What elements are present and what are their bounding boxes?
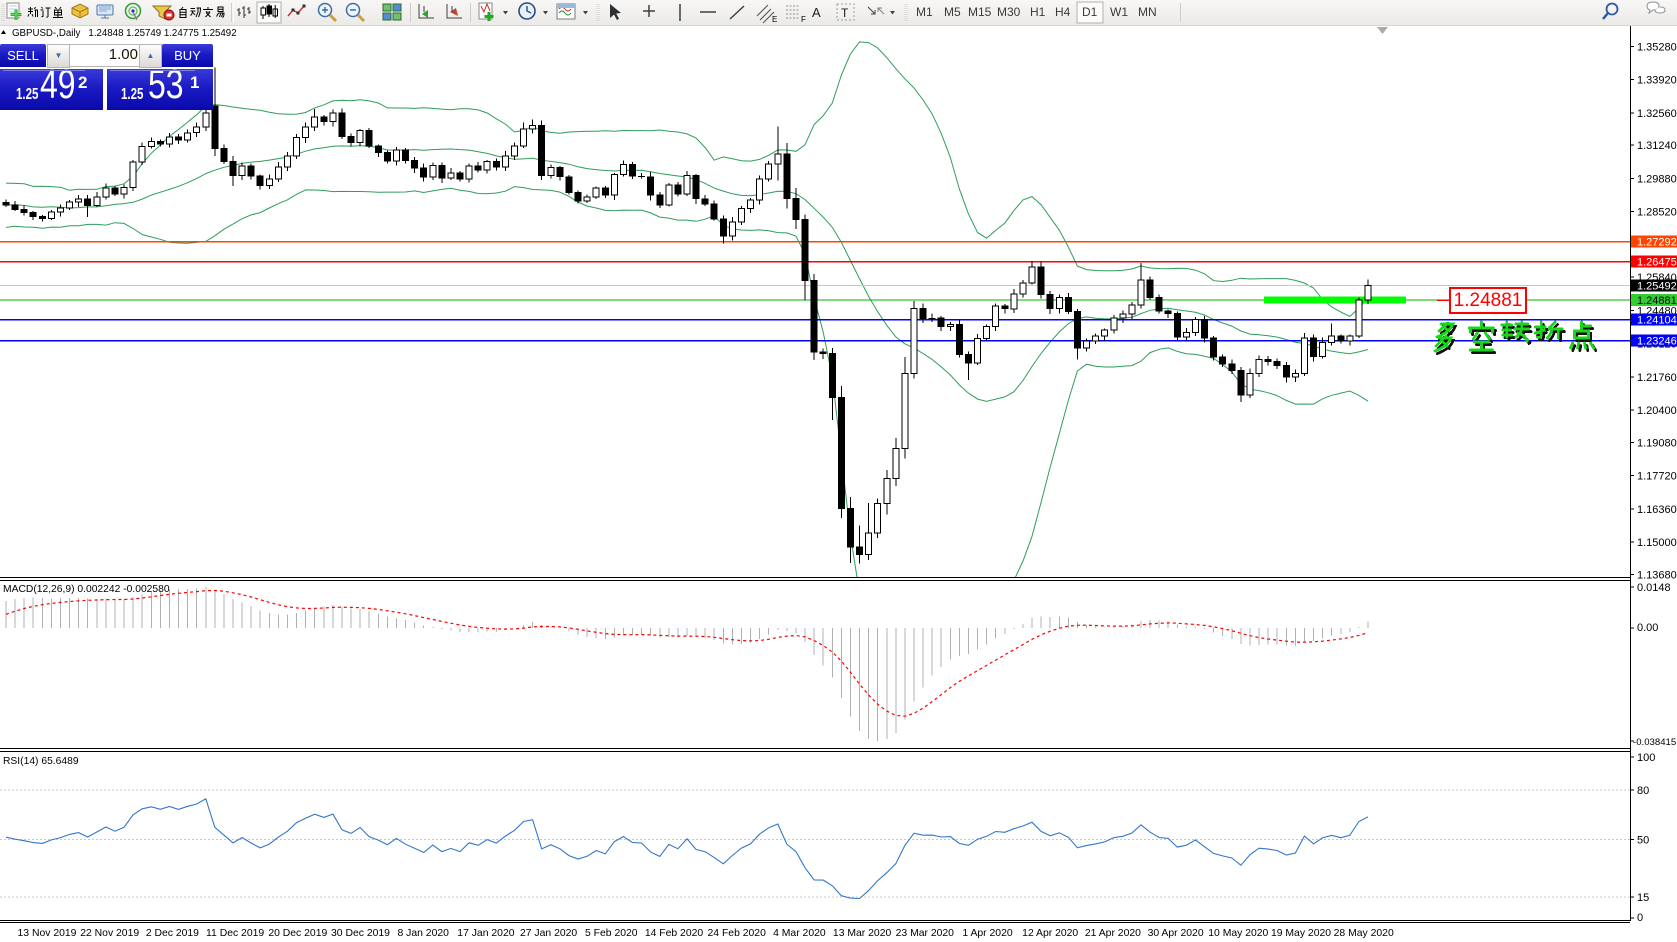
- svg-text:0.00: 0.00: [1637, 622, 1658, 634]
- svg-text:-0.038415: -0.038415: [1633, 737, 1676, 748]
- svg-text:10 May 2020: 10 May 2020: [1208, 928, 1268, 939]
- svg-text:12 Apr 2020: 12 Apr 2020: [1022, 928, 1078, 939]
- svg-text:M30: M30: [997, 5, 1021, 19]
- svg-text:100: 100: [1637, 752, 1655, 764]
- svg-text:1.27292: 1.27292: [1637, 237, 1677, 249]
- svg-text:T: T: [841, 6, 849, 20]
- svg-text:E: E: [772, 15, 777, 24]
- svg-text:1.13680: 1.13680: [1637, 569, 1677, 581]
- svg-text:1.31240: 1.31240: [1637, 140, 1677, 152]
- svg-text:1.24881: 1.24881: [1637, 295, 1677, 307]
- svg-text:M5: M5: [944, 5, 961, 19]
- svg-text:0: 0: [1637, 912, 1643, 924]
- svg-text:M1: M1: [916, 5, 933, 19]
- svg-text:1.26475: 1.26475: [1637, 257, 1677, 269]
- svg-text:1.28520: 1.28520: [1637, 207, 1677, 219]
- svg-text:1.33920: 1.33920: [1637, 75, 1677, 87]
- svg-text:F: F: [801, 15, 806, 24]
- svg-text:1.32560: 1.32560: [1637, 108, 1677, 120]
- svg-text:24 Feb 2020: 24 Feb 2020: [708, 928, 767, 939]
- svg-text:MACD(12,26,9) 0.002242 -0.0025: MACD(12,26,9) 0.002242 -0.002580: [3, 584, 170, 595]
- svg-text:RSI(14) 65.6489: RSI(14) 65.6489: [3, 756, 79, 767]
- svg-text:1.17720: 1.17720: [1637, 471, 1677, 483]
- svg-text:21 Apr 2020: 21 Apr 2020: [1085, 928, 1141, 939]
- svg-text:MN: MN: [1138, 5, 1157, 19]
- svg-text:1.35280: 1.35280: [1637, 42, 1677, 54]
- svg-text:1.24104: 1.24104: [1637, 315, 1677, 327]
- svg-text:30 Dec 2019: 30 Dec 2019: [331, 928, 390, 939]
- svg-text:1.20400: 1.20400: [1637, 405, 1677, 417]
- svg-text:1.29880: 1.29880: [1637, 174, 1677, 186]
- svg-text:17 Jan 2020: 17 Jan 2020: [457, 928, 514, 939]
- svg-text:1.21760: 1.21760: [1637, 372, 1677, 384]
- svg-text:M15: M15: [968, 5, 992, 19]
- svg-text:A: A: [812, 5, 821, 20]
- svg-text:19 May 2020: 19 May 2020: [1271, 928, 1331, 939]
- svg-text:H1: H1: [1030, 5, 1046, 19]
- svg-text:23 Mar 2020: 23 Mar 2020: [896, 928, 955, 939]
- svg-text:1.15000: 1.15000: [1637, 537, 1677, 549]
- svg-text:15: 15: [1637, 892, 1649, 904]
- svg-text:0.0148: 0.0148: [1637, 582, 1671, 594]
- svg-text:1.25492: 1.25492: [1637, 281, 1677, 293]
- svg-text:W1: W1: [1110, 5, 1128, 19]
- svg-text:22 Nov 2019: 22 Nov 2019: [80, 928, 139, 939]
- svg-text:GBPUSD-,Daily 1.24848 1.2574: GBPUSD-,Daily 1.24848 1.25749 1.24775 1.…: [12, 28, 237, 39]
- svg-text:2 Dec 2019: 2 Dec 2019: [146, 928, 199, 939]
- svg-text:D1: D1: [1082, 5, 1098, 19]
- svg-text:1.16360: 1.16360: [1637, 504, 1677, 516]
- svg-text:30 Apr 2020: 30 Apr 2020: [1148, 928, 1204, 939]
- svg-text:13 Nov 2019: 13 Nov 2019: [18, 928, 77, 939]
- svg-text:13 Mar 2020: 13 Mar 2020: [833, 928, 892, 939]
- svg-text:8 Jan 2020: 8 Jan 2020: [397, 928, 449, 939]
- svg-text:20 Dec 2019: 20 Dec 2019: [268, 928, 327, 939]
- svg-text:1.19080: 1.19080: [1637, 437, 1677, 449]
- svg-text:50: 50: [1637, 835, 1649, 847]
- svg-text:80: 80: [1637, 785, 1649, 797]
- svg-text:11 Dec 2019: 11 Dec 2019: [206, 928, 264, 939]
- svg-text:4 Mar 2020: 4 Mar 2020: [773, 928, 826, 939]
- svg-text:28 May 2020: 28 May 2020: [1334, 928, 1394, 939]
- svg-text:27 Jan 2020: 27 Jan 2020: [520, 928, 577, 939]
- svg-text:1.23246: 1.23246: [1637, 336, 1677, 348]
- svg-text:1 Apr 2020: 1 Apr 2020: [962, 928, 1012, 939]
- svg-text:14 Feb 2020: 14 Feb 2020: [645, 928, 704, 939]
- svg-text:5 Feb 2020: 5 Feb 2020: [585, 928, 638, 939]
- svg-text:H4: H4: [1055, 5, 1071, 19]
